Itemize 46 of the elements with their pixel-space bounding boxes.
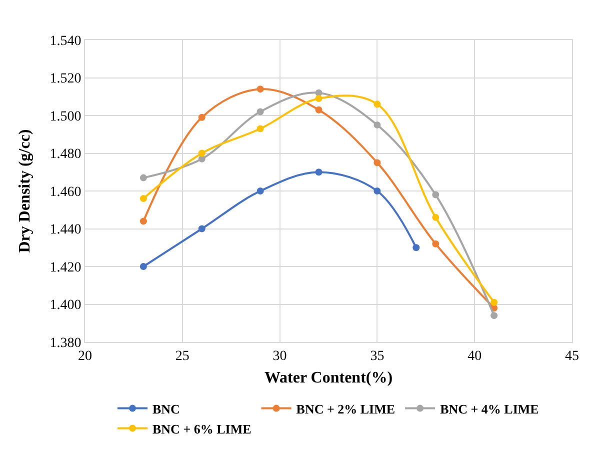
x-axis-title: Water Content(%): [264, 370, 393, 386]
y-tick-label: 1.440: [50, 222, 82, 238]
point: [490, 312, 498, 320]
x-tick-label: 20: [78, 348, 92, 364]
x-tick-label: 30: [272, 348, 287, 364]
point: [374, 188, 381, 194]
legend-label: BNC + 2% LIME: [296, 401, 396, 416]
point: [256, 188, 264, 194]
point: [374, 100, 381, 108]
y-tick-label: 1.460: [50, 184, 82, 200]
point: [315, 95, 322, 102]
point: [140, 218, 147, 225]
point: [315, 168, 322, 176]
legend-label: BNC + 6% LIME: [152, 421, 252, 436]
y-axis-title: Dry Density (g/cc): [16, 129, 34, 253]
point: [256, 108, 264, 116]
point: [198, 150, 206, 157]
y-tick-label: 1.380: [50, 336, 82, 351]
point: [140, 195, 147, 202]
point: [432, 214, 440, 221]
x-tick-label: 40: [468, 348, 482, 364]
point: [140, 174, 147, 182]
point: [490, 298, 498, 306]
y-tick-label: 1.480: [50, 147, 82, 162]
point: [412, 244, 420, 252]
point: [198, 155, 206, 162]
y-tick-label: 1.540: [50, 34, 82, 49]
point: [256, 125, 264, 132]
y-tick-label: 1.500: [50, 109, 82, 124]
point: [198, 225, 206, 232]
legend-label: BNC: [152, 401, 180, 416]
x-tick-label: 45: [565, 348, 579, 364]
point: [432, 191, 440, 198]
x-tick-label: 35: [370, 348, 384, 364]
y-tick-label: 1.400: [50, 298, 82, 314]
point: [432, 240, 440, 248]
point: [315, 106, 322, 114]
point: [140, 263, 147, 270]
point: [374, 121, 381, 128]
point: [198, 114, 206, 121]
x-tick-label: 25: [175, 348, 190, 364]
legend-label: BNC + 4% LIME: [440, 401, 539, 416]
y-tick-label: 1.520: [50, 72, 82, 87]
point: [374, 159, 381, 166]
point: [256, 86, 264, 93]
y-tick-label: 1.420: [50, 260, 82, 276]
